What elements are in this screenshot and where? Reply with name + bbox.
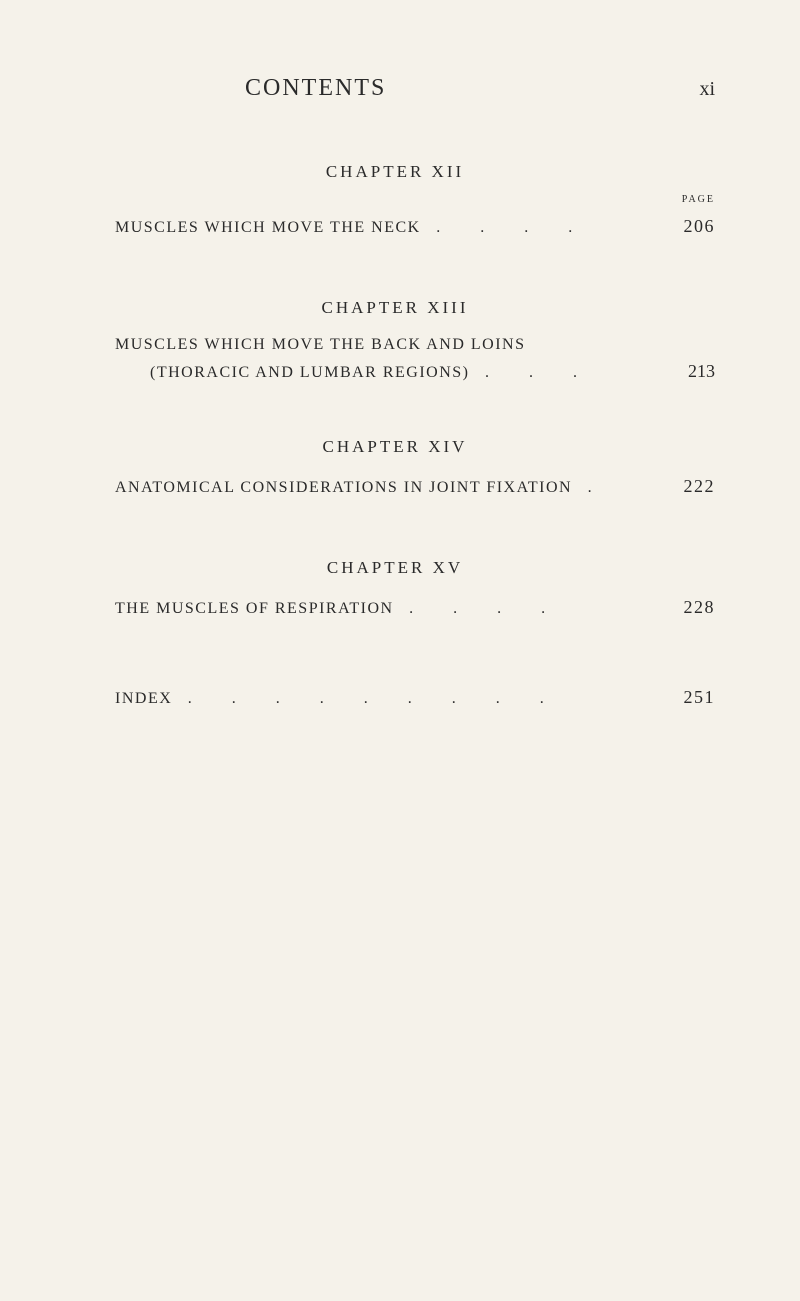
contents-title: CONTENTS (245, 75, 386, 102)
toc-entry: THE MUSCLES OF RESPIRATION . . . . 228 (115, 590, 715, 624)
entry-text-continuation: (THORACIC AND LUMBAR REGIONS) . . . (150, 364, 668, 382)
entry-text: MUSCLES WHICH MOVE THE BACK AND LOINS (115, 330, 715, 360)
toc-entry: MUSCLES WHICH MOVE THE NECK . . . . 206 (115, 209, 715, 243)
chapter-heading: CHAPTER XIV (75, 437, 715, 457)
leader-dots: . . . . (436, 219, 590, 236)
leader-dots: . (588, 479, 610, 496)
entry-text: THE MUSCLES OF RESPIRATION . . . . (115, 594, 664, 624)
entry-line-2: (THORACIC AND LUMBAR REGIONS) . . . 213 (115, 361, 715, 382)
chapter-block-14: CHAPTER XIV ANATOMICAL CONSIDERATIONS IN… (115, 437, 715, 503)
leader-dots: . . . (485, 364, 595, 381)
index-entry: INDEX . . . . . . . . . 251 (115, 680, 715, 714)
page-label-row: PAGE (115, 194, 715, 205)
chapter-block-15: CHAPTER XV THE MUSCLES OF RESPIRATION . … (115, 558, 715, 624)
entry-page: 228 (684, 590, 716, 624)
toc-entry: ANATOMICAL CONSIDERATIONS IN JOINT FIXAT… (115, 469, 715, 503)
toc-entry-multiline: MUSCLES WHICH MOVE THE BACK AND LOINS (T… (115, 330, 715, 381)
entry-line-1: MUSCLES WHICH MOVE THE BACK AND LOINS (115, 330, 715, 360)
page-number-roman: xi (699, 78, 715, 101)
chapter-heading: CHAPTER XIII (75, 298, 715, 318)
entry-text: MUSCLES WHICH MOVE THE NECK . . . . (115, 213, 664, 243)
chapter-block-12: CHAPTER XII PAGE MUSCLES WHICH MOVE THE … (115, 162, 715, 243)
entry-page: 206 (684, 209, 716, 243)
index-text: INDEX . . . . . . . . . (115, 684, 664, 714)
entry-page: 213 (688, 361, 715, 382)
index-page: 251 (684, 680, 716, 714)
header-row: CONTENTS xi (115, 75, 715, 102)
leader-dots: . . . . . . . . . (188, 690, 562, 707)
chapter-block-13: CHAPTER XIII MUSCLES WHICH MOVE THE BACK… (115, 298, 715, 381)
entry-text: ANATOMICAL CONSIDERATIONS IN JOINT FIXAT… (115, 473, 664, 503)
entry-page: 222 (684, 469, 716, 503)
chapter-heading: CHAPTER XII (75, 162, 715, 182)
index-block: INDEX . . . . . . . . . 251 (115, 680, 715, 714)
page-label: PAGE (682, 194, 715, 205)
leader-dots: . . . . (409, 600, 563, 617)
chapter-heading: CHAPTER XV (75, 558, 715, 578)
